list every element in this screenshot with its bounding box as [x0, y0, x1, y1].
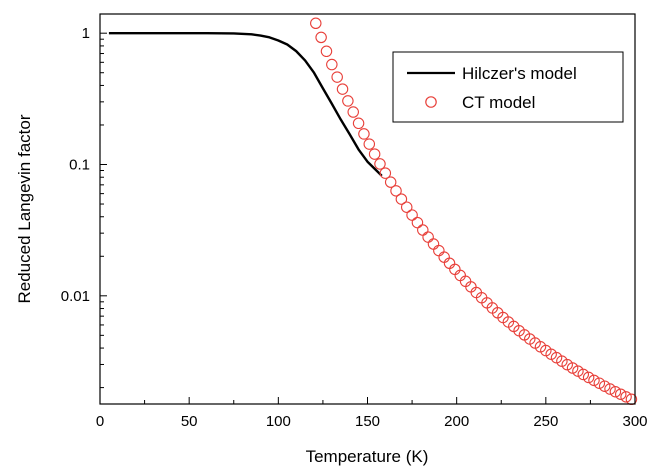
- legend-label-ct: CT model: [462, 93, 535, 112]
- series-line-hilczer: [108, 31, 383, 177]
- data-point-ct: [582, 371, 595, 384]
- y-tick-label: 0.01: [61, 288, 90, 305]
- data-point-ct: [310, 17, 322, 30]
- x-tick-label: 200: [444, 413, 469, 430]
- plot-area-frame: [99, 13, 636, 405]
- data-point-ct: [593, 377, 606, 389]
- data-point-ct: [620, 391, 632, 403]
- data-point-ct: [433, 244, 445, 257]
- legend-box: [392, 51, 624, 123]
- data-point-ct: [379, 167, 392, 179]
- data-point-ct: [614, 388, 627, 400]
- data-point-ct: [443, 257, 456, 269]
- data-point-ct: [454, 269, 466, 282]
- data-point-ct: [609, 385, 622, 398]
- data-point-ct: [411, 216, 424, 229]
- x-tick-label: 150: [355, 413, 380, 430]
- y-tick-label: 1: [82, 25, 90, 42]
- data-point-ct: [358, 128, 370, 140]
- legend-swatch-circle: [425, 96, 437, 108]
- data-point-ct: [427, 238, 440, 250]
- x-tick-label: 300: [622, 413, 647, 430]
- data-point-ct: [406, 209, 418, 221]
- data-point-ct: [604, 383, 616, 395]
- data-point-ct: [347, 106, 359, 118]
- data-point-ct: [326, 58, 338, 71]
- legend: Hilczer's model CT model: [392, 51, 624, 123]
- data-point-ct: [368, 148, 381, 160]
- x-tick-label: 250: [533, 413, 558, 430]
- data-point-ct: [395, 193, 408, 205]
- x-axis-label: Temperature (K): [306, 447, 429, 466]
- data-point-ct: [417, 224, 429, 236]
- data-point-ct: [336, 83, 349, 95]
- y-tick-label: 0.1: [69, 156, 90, 173]
- data-point-ct: [422, 231, 434, 243]
- x-tick-label: 0: [96, 413, 104, 430]
- data-point-ct: [374, 158, 386, 170]
- data-point-ct: [577, 368, 590, 381]
- data-point-ct: [438, 251, 450, 263]
- data-point-ct: [331, 71, 343, 83]
- data-point-ct: [400, 201, 413, 213]
- data-point-ct: [352, 117, 365, 130]
- x-tick-label: 50: [181, 413, 198, 430]
- data-point-ct: [449, 263, 461, 276]
- data-point-ct: [363, 138, 376, 150]
- data-point-ct: [320, 45, 333, 58]
- data-point-ct: [315, 31, 327, 44]
- x-tick-label: 100: [266, 413, 291, 430]
- data-point-ct: [588, 374, 600, 387]
- data-point-ct: [598, 380, 611, 392]
- legend-label-hilczer: Hilczer's model: [462, 64, 577, 83]
- y-axis-label: Reduced Langevin factor: [15, 114, 34, 303]
- data-point-ct: [384, 176, 397, 188]
- data-point-ct: [390, 185, 402, 197]
- data-point-ct: [342, 95, 354, 107]
